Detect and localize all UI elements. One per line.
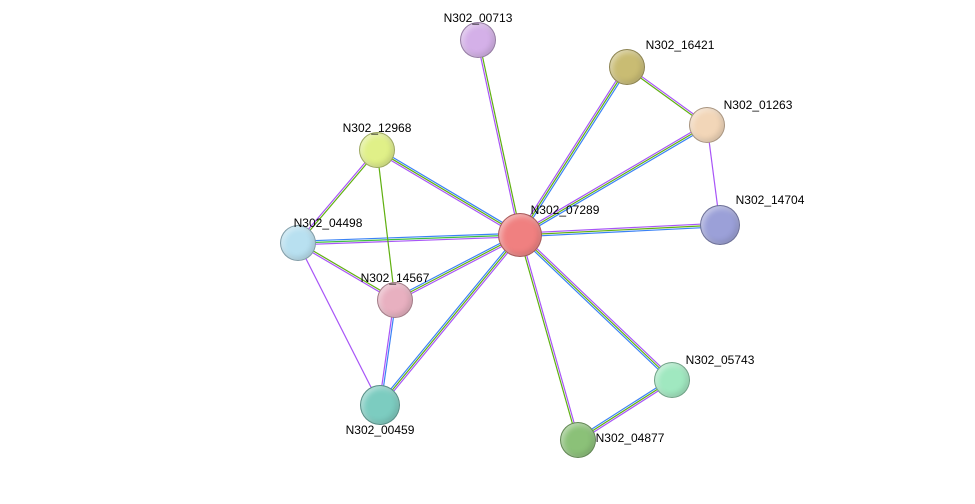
network-edges bbox=[0, 0, 975, 504]
network-edge bbox=[379, 234, 519, 404]
network-edge bbox=[298, 233, 520, 241]
network-node[interactable] bbox=[560, 422, 596, 458]
network-edge bbox=[477, 40, 519, 235]
network-edge bbox=[520, 235, 672, 380]
network-node[interactable] bbox=[359, 132, 395, 168]
network-edge bbox=[298, 237, 520, 245]
network-diagram: N302_07289 N302_00713 N302_16421 N302_01263… bbox=[0, 0, 975, 504]
network-node-label: N302_12968 bbox=[343, 121, 412, 135]
network-node-label: N302_00459 bbox=[346, 423, 415, 437]
network-edge bbox=[378, 148, 521, 233]
network-edge bbox=[376, 152, 519, 237]
network-node-label: N302_05743 bbox=[686, 353, 755, 367]
network-node[interactable] bbox=[280, 225, 316, 261]
network-node[interactable] bbox=[609, 49, 645, 85]
network-edge bbox=[298, 235, 520, 243]
network-node-label: N302_04877 bbox=[596, 431, 665, 445]
network-edge bbox=[521, 234, 673, 379]
network-edge bbox=[380, 235, 520, 405]
network-node-label: N302_14567 bbox=[361, 271, 430, 285]
network-edge bbox=[479, 40, 521, 235]
network-edge bbox=[520, 125, 707, 235]
network-node[interactable] bbox=[700, 205, 740, 245]
network-edge bbox=[520, 225, 720, 235]
network-node[interactable] bbox=[460, 22, 496, 58]
network-node[interactable] bbox=[498, 213, 542, 257]
network-node-label: N302_07289 bbox=[531, 203, 600, 217]
network-node[interactable] bbox=[360, 385, 400, 425]
network-node-label: N302_00713 bbox=[444, 11, 513, 25]
network-node[interactable] bbox=[377, 282, 413, 318]
network-node[interactable] bbox=[654, 362, 690, 398]
network-edge bbox=[298, 243, 380, 405]
network-node-label: N302_16421 bbox=[646, 38, 715, 52]
network-edge bbox=[519, 235, 577, 440]
network-edge bbox=[377, 150, 520, 235]
network-node-label: N302_04498 bbox=[294, 216, 363, 230]
network-edge bbox=[381, 236, 521, 406]
network-node-label: N302_01263 bbox=[724, 98, 793, 112]
network-node-label: N302_14704 bbox=[736, 193, 805, 207]
network-edge bbox=[521, 127, 708, 237]
network-node[interactable] bbox=[689, 107, 725, 143]
